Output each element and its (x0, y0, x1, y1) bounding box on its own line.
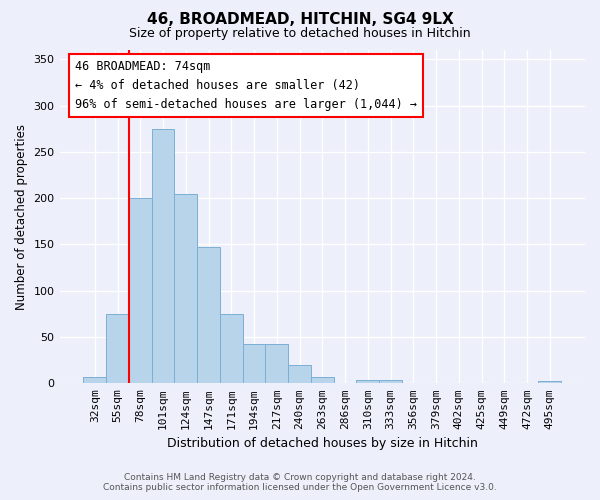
Bar (197, 247, 220, 384)
Bar (152, 128, 175, 384)
Text: 46 BROADMEAD: 74sqm
← 4% of detached houses are smaller (42)
96% of semi-detache: 46 BROADMEAD: 74sqm ← 4% of detached hou… (76, 60, 418, 111)
Bar (242, 344, 265, 384)
Bar (538, 382, 561, 384)
Bar (265, 344, 288, 384)
Bar (220, 314, 242, 384)
X-axis label: Distribution of detached houses by size in Hitchin: Distribution of detached houses by size … (167, 437, 478, 450)
Bar (106, 314, 129, 384)
Bar (356, 380, 379, 384)
Bar (288, 365, 311, 384)
Bar (379, 380, 402, 384)
Y-axis label: Number of detached properties: Number of detached properties (15, 124, 28, 310)
Text: 46, BROADMEAD, HITCHIN, SG4 9LX: 46, BROADMEAD, HITCHIN, SG4 9LX (146, 12, 454, 28)
Bar (129, 198, 152, 384)
Text: Size of property relative to detached houses in Hitchin: Size of property relative to detached ho… (129, 28, 471, 40)
Bar (83, 377, 106, 384)
Text: Contains HM Land Registry data © Crown copyright and database right 2024.
Contai: Contains HM Land Registry data © Crown c… (103, 473, 497, 492)
Bar (311, 377, 334, 384)
Bar (175, 194, 197, 384)
